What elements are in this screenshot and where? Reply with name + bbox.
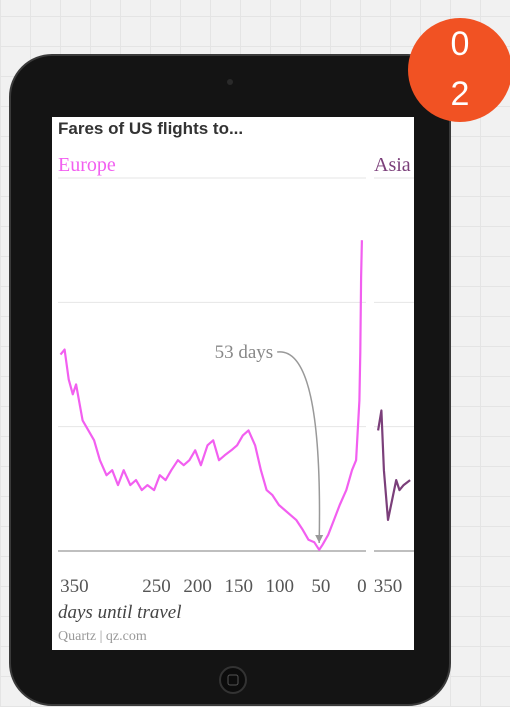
badge-digit: 2: [451, 75, 470, 113]
badge-digit: 0: [451, 25, 470, 63]
x-tick-label: 200: [183, 576, 212, 597]
x-tick-label: 350: [374, 576, 403, 597]
home-button[interactable]: [220, 667, 246, 693]
source: Quartz | qz.com: [58, 629, 147, 644]
camera: [227, 79, 233, 85]
x-tick-label: 50: [311, 576, 330, 597]
panel-title: Asia: [374, 154, 411, 176]
x-tick-label: 0: [357, 576, 367, 597]
x-tick-label: 150: [224, 576, 253, 597]
x-axis-label: days until travel: [58, 602, 181, 623]
page: {"title": "Fares of US flights to...", "…: [0, 0, 510, 707]
panel-title: Europe: [58, 154, 116, 176]
chart-title: Fares of US flights to...: [58, 119, 243, 138]
x-tick-label: 100: [266, 576, 295, 597]
annotation: 53 days: [215, 342, 274, 363]
screenshot: Fares of US flights to... days until tra…: [0, 0, 510, 707]
x-tick-label: 250: [142, 576, 171, 597]
x-tick-label: 350: [60, 576, 89, 597]
